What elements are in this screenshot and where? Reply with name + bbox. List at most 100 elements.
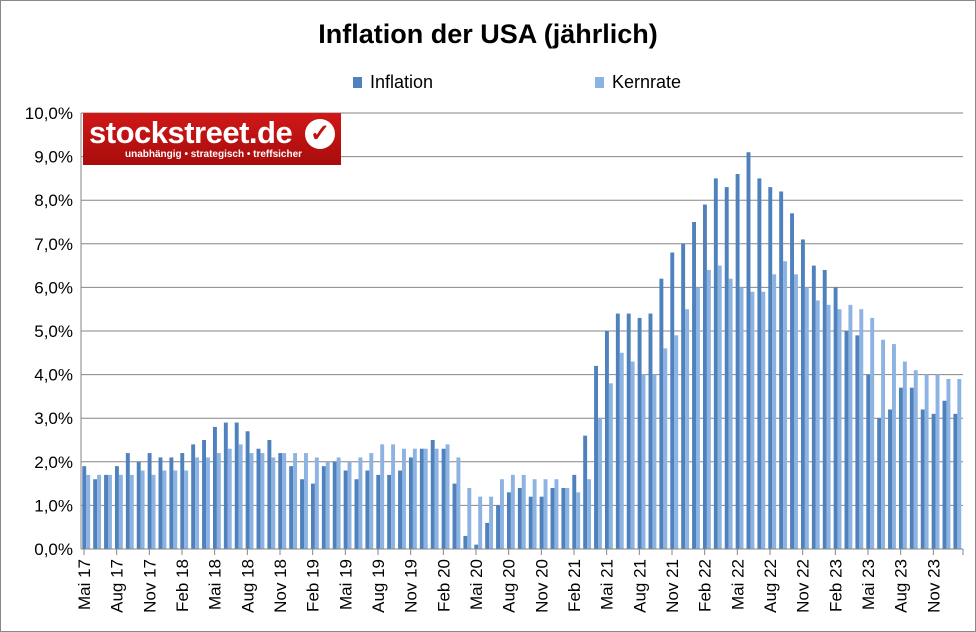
bar-inflation: [594, 365, 599, 549]
bar-kernrate: [772, 274, 777, 549]
bar-kernrate: [445, 444, 450, 549]
bar-kernrate: [173, 470, 178, 549]
y-tick-label: 2,0%: [34, 453, 73, 472]
bar-inflation: [800, 239, 805, 549]
y-tick-label: 7,0%: [34, 235, 73, 254]
bar-inflation: [768, 187, 773, 549]
bar-kernrate: [423, 448, 428, 549]
bar-kernrate: [434, 448, 439, 549]
bar-kernrate: [358, 457, 363, 549]
bar-inflation: [343, 470, 348, 549]
bar-kernrate: [674, 335, 679, 549]
bar-inflation: [496, 505, 501, 549]
stockstreet-logo: stockstreet.de unabhängig • strategisch …: [83, 113, 341, 165]
bar-inflation: [724, 187, 729, 549]
bar-kernrate: [587, 479, 592, 549]
bar-kernrate: [935, 374, 940, 549]
bar-inflation: [387, 474, 392, 549]
bar-inflation: [681, 243, 686, 550]
logo-slogan: unabhängig • strategisch • treffsicher: [125, 149, 303, 160]
bar-inflation: [735, 174, 740, 550]
bar-kernrate: [402, 448, 406, 549]
bar-inflation: [604, 331, 609, 549]
legend-item-kernrate: Kernrate: [595, 72, 681, 93]
bar-inflation: [942, 400, 947, 549]
bar-kernrate: [195, 457, 200, 549]
bar-inflation: [615, 313, 620, 549]
bar-inflation: [354, 479, 359, 549]
bar-kernrate: [325, 461, 330, 549]
bar-kernrate: [336, 457, 341, 549]
bar-kernrate: [804, 287, 809, 549]
legend-item-inflation: Inflation: [353, 72, 433, 93]
bar-inflation: [289, 466, 294, 549]
bar-kernrate: [543, 479, 548, 549]
bar-inflation: [692, 222, 697, 549]
x-tick-label: Aug 18: [238, 559, 257, 613]
x-tick-label: Nov 23: [924, 559, 943, 613]
bar-inflation: [561, 487, 566, 549]
bar-inflation: [931, 413, 936, 549]
bar-inflation: [626, 313, 631, 549]
bar-kernrate: [554, 479, 559, 549]
bar-inflation: [877, 418, 882, 549]
x-tick-label: Nov 20: [532, 559, 551, 613]
y-tick-label: 1,0%: [34, 496, 73, 515]
legend-swatch-inflation: [353, 77, 362, 88]
bar-kernrate: [162, 470, 167, 549]
x-tick-label: Feb 19: [304, 559, 323, 612]
bar-kernrate: [97, 474, 102, 549]
bar-kernrate: [783, 261, 788, 549]
bar-inflation: [267, 440, 272, 549]
bar-inflation: [463, 535, 468, 549]
bar-kernrate: [826, 304, 831, 549]
y-tick-label: 10,0%: [25, 104, 73, 123]
bar-kernrate: [892, 344, 896, 549]
x-tick-label: Aug 19: [369, 559, 388, 613]
x-tick-label: Mai 22: [728, 559, 747, 610]
bar-kernrate: [238, 444, 243, 549]
bar-kernrate: [902, 361, 907, 549]
legend-label: Inflation: [370, 72, 434, 92]
bar-kernrate: [598, 418, 602, 549]
bar-inflation: [300, 479, 305, 549]
bar-inflation: [659, 278, 664, 549]
x-tick-label: Mai 23: [859, 559, 878, 610]
bar-inflation: [506, 492, 511, 549]
bar-kernrate: [369, 453, 374, 549]
bar-kernrate: [86, 474, 91, 549]
bar-kernrate: [456, 457, 461, 549]
x-tick-label: Feb 18: [173, 559, 192, 612]
bar-inflation: [844, 331, 849, 549]
bar-inflation: [637, 317, 642, 549]
y-tick-label: 4,0%: [34, 366, 73, 385]
bar-kernrate: [521, 474, 526, 549]
bar-inflation: [888, 409, 893, 549]
bar-kernrate: [794, 274, 798, 549]
bar-kernrate: [706, 269, 711, 549]
bar-kernrate: [532, 479, 537, 549]
x-tick-label: Nov 21: [663, 559, 682, 613]
bar-kernrate: [500, 479, 504, 549]
bar-inflation: [790, 213, 795, 549]
bar-inflation: [169, 457, 174, 549]
bar-inflation: [855, 335, 860, 549]
bar-inflation: [125, 453, 130, 549]
bar-kernrate: [391, 444, 396, 549]
bar-inflation: [953, 413, 958, 549]
bar-kernrate: [184, 470, 189, 549]
bar-inflation: [321, 466, 326, 549]
logo-text: stockstreet.de: [89, 115, 293, 150]
bar-kernrate: [565, 487, 570, 549]
bar-inflation: [104, 474, 109, 549]
bar-kernrate: [619, 352, 624, 549]
bar-inflation: [245, 431, 250, 549]
bar-inflation: [147, 453, 152, 549]
bar-inflation: [93, 479, 98, 549]
bar-kernrate: [630, 361, 635, 549]
y-tick-label: 0,0%: [34, 540, 73, 559]
bar-kernrate: [249, 453, 254, 549]
bar-kernrate: [118, 474, 123, 549]
bar-inflation: [234, 422, 239, 549]
